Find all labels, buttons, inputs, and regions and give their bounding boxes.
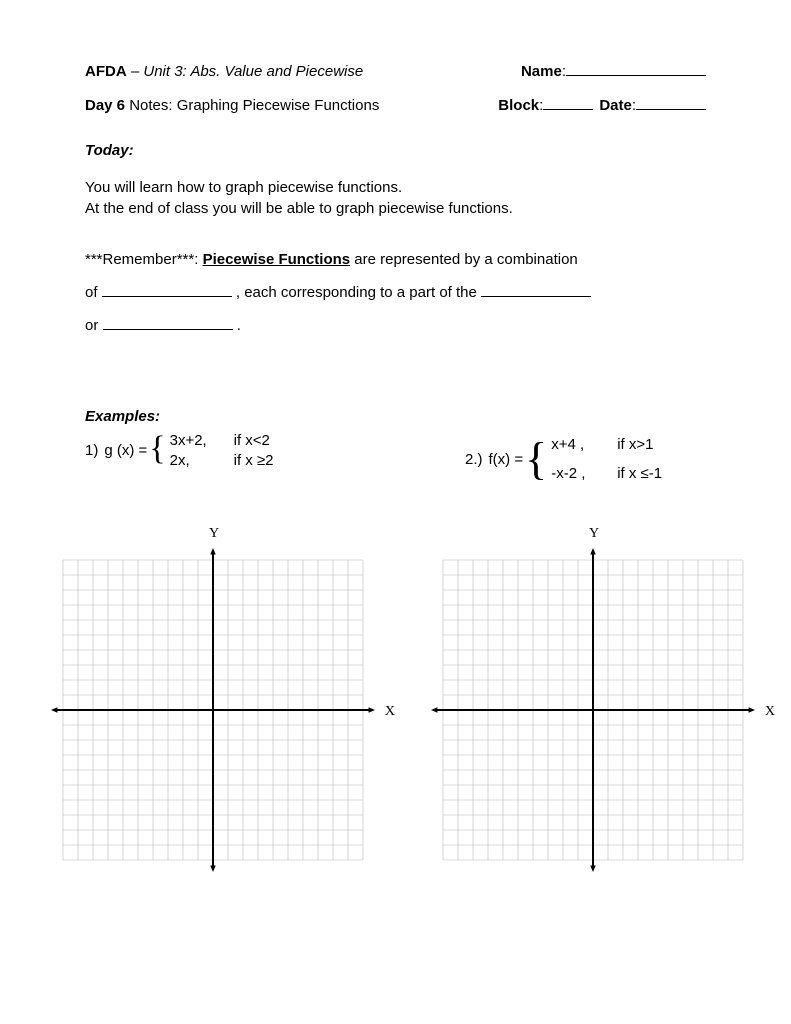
today-body: You will learn how to graph piecewise fu… <box>85 177 706 219</box>
remember-block: ***Remember***: Piecewise Functions are … <box>85 243 706 342</box>
ex2-p2-expr: -x-2 , <box>551 460 603 489</box>
unit-title: Unit 3: Abs. Value and Piecewise <box>143 63 363 80</box>
ex1-p1-cond: if x<2 <box>234 431 270 451</box>
example-1: 1) g (x) = { 3x+2, if x<2 2x, if x ≥2 <box>85 431 445 470</box>
ex1-p1-expr: 3x+2, <box>170 431 220 451</box>
blank-1[interactable] <box>102 281 232 297</box>
x-axis-label: X <box>385 704 395 720</box>
period: . <box>237 317 241 334</box>
block-label: Block <box>498 97 539 114</box>
ex1-p2-cond: if x ≥2 <box>234 451 274 471</box>
blank-2[interactable] <box>481 281 591 297</box>
name-blank[interactable] <box>566 60 706 76</box>
day-label: Day 6 <box>85 97 125 114</box>
name-label: Name <box>521 63 562 80</box>
ex2-p1-cond: if x>1 <box>617 431 653 460</box>
name-field: Name: <box>521 60 706 80</box>
or-text: or <box>85 317 98 334</box>
grids-row: Y X Y X <box>47 544 706 884</box>
course-code: AFDA <box>85 63 127 80</box>
of-text: of <box>85 284 98 301</box>
x-axis-label: X <box>765 704 775 720</box>
coordinate-grid-2 <box>427 544 759 876</box>
y-axis-label: Y <box>589 526 599 542</box>
coordinate-grid-1 <box>47 544 379 876</box>
example-2: 2.) f(x) = { x+4 , if x>1 -x-2 , if x ≤-… <box>465 431 662 488</box>
ex1-p2-expr: 2x, <box>170 451 220 471</box>
ex1-pieces: 3x+2, if x<2 2x, if x ≥2 <box>170 431 274 470</box>
blank-3[interactable] <box>103 314 233 330</box>
today-line-2: At the end of class you will be able to … <box>85 198 706 219</box>
day-notes: Day 6 Notes: Graphing Piecewise Function… <box>85 97 379 114</box>
examples-row: 1) g (x) = { 3x+2, if x<2 2x, if x ≥2 2.… <box>85 431 706 488</box>
grid-2-wrap: Y X <box>427 544 759 884</box>
ex1-fn: g (x) = <box>104 442 147 459</box>
worksheet-page: AFDA – Unit 3: Abs. Value and Piecewise … <box>0 0 791 924</box>
remember-mid: , each corresponding to a part of the <box>236 284 477 301</box>
key-term: Piecewise Functions <box>203 251 351 268</box>
remember-stars: ***Remember***: <box>85 251 198 268</box>
brace-icon: { <box>525 441 547 478</box>
grid-1-wrap: Y X <box>47 544 379 884</box>
ex1-piece-1: 3x+2, if x<2 <box>170 431 274 451</box>
ex2-p2-cond: if x ≤-1 <box>617 460 662 489</box>
ex2-piece-2: -x-2 , if x ≤-1 <box>551 460 662 489</box>
header-row-1: AFDA – Unit 3: Abs. Value and Piecewise … <box>85 60 706 80</box>
notes-label: Notes: Graphing Piecewise Functions <box>129 97 379 114</box>
block-blank[interactable] <box>543 94 593 110</box>
ex2-pieces: x+4 , if x>1 -x-2 , if x ≤-1 <box>551 431 662 488</box>
today-line-1: You will learn how to graph piecewise fu… <box>85 177 706 198</box>
y-axis-label: Y <box>209 526 219 542</box>
ex1-num: 1) <box>85 442 98 459</box>
brace-icon: { <box>149 435 165 462</box>
date-blank[interactable] <box>636 94 706 110</box>
date-label: Date <box>599 97 632 114</box>
ex1-piece-2: 2x, if x ≥2 <box>170 451 274 471</box>
ex2-num: 2.) <box>465 451 483 468</box>
dash: – <box>131 63 139 80</box>
today-heading: Today: <box>85 142 706 159</box>
ex2-p1-expr: x+4 , <box>551 431 603 460</box>
remember-tail-1: are represented by a combination <box>354 251 577 268</box>
ex2-fn: f(x) = <box>489 451 524 468</box>
examples-heading: Examples: <box>85 408 706 425</box>
block-date: Block: Date: <box>498 94 706 114</box>
header-title: AFDA – Unit 3: Abs. Value and Piecewise <box>85 63 363 80</box>
ex2-piece-1: x+4 , if x>1 <box>551 431 662 460</box>
header-row-2: Day 6 Notes: Graphing Piecewise Function… <box>85 94 706 114</box>
